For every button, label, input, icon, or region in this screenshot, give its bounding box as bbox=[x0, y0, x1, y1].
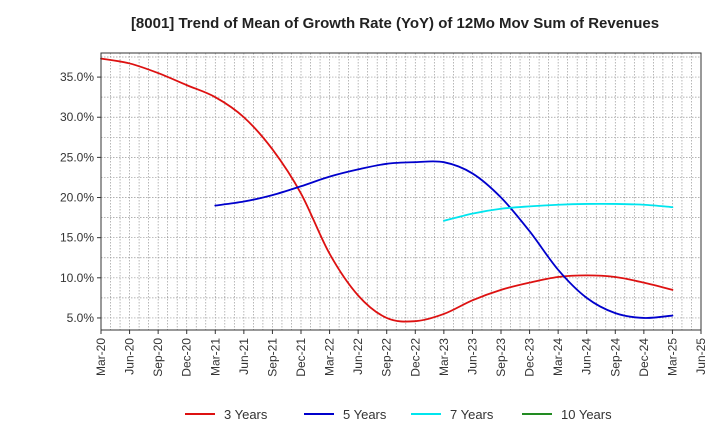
plot-frame bbox=[100, 52, 702, 331]
x-tick-label: Dec-24 bbox=[637, 338, 651, 377]
legend-label-10-years: 10 Years bbox=[561, 407, 612, 422]
x-tick-label: Mar-24 bbox=[551, 338, 565, 376]
y-tick-label: 5.0% bbox=[67, 311, 95, 325]
x-tick-label: Mar-20 bbox=[94, 338, 108, 376]
x-tick-label: Dec-22 bbox=[408, 338, 422, 377]
x-tick-label: Mar-25 bbox=[665, 338, 679, 376]
legend-label-7-years: 7 Years bbox=[450, 407, 494, 422]
x-tick-label: Sep-20 bbox=[151, 338, 165, 377]
axis-layer: 5.0% 10.0% 15.0% 20.0% 25.0% 30.0% 35.0% Mar-20… bbox=[60, 52, 708, 377]
y-tick-label: 20.0% bbox=[60, 191, 94, 205]
series-line-3-years bbox=[100, 57, 674, 323]
x-tick-label: Jun-24 bbox=[580, 338, 594, 375]
x-tick-label: Sep-23 bbox=[494, 338, 508, 377]
y-tick-label: 15.0% bbox=[60, 231, 94, 245]
x-tick-label: Dec-20 bbox=[180, 338, 194, 377]
plot-area bbox=[101, 53, 701, 330]
x-tick-label: Dec-23 bbox=[523, 338, 537, 377]
x-tick-label: Sep-21 bbox=[265, 338, 279, 377]
legend-label-3-years: 3 Years bbox=[224, 407, 268, 422]
legend: 3 Years 5 Years 7 Years 10 Years bbox=[185, 407, 612, 422]
series-line-7-years bbox=[442, 202, 674, 222]
y-tick-label: 25.0% bbox=[60, 150, 94, 164]
y-tick-label: 30.0% bbox=[60, 110, 94, 124]
x-tick-label: Sep-24 bbox=[608, 338, 622, 377]
x-tick-label: Jun-20 bbox=[123, 338, 137, 375]
grid-layer bbox=[100, 53, 702, 330]
x-tick-label: Jun-22 bbox=[351, 338, 365, 375]
chart-title: [8001] Trend of Mean of Growth Rate (YoY… bbox=[131, 15, 659, 32]
x-tick-label: Dec-21 bbox=[294, 338, 308, 377]
y-tick-label: 35.0% bbox=[60, 70, 94, 84]
x-tick-label: Mar-21 bbox=[208, 338, 222, 376]
x-tick-label: Jun-23 bbox=[465, 338, 479, 375]
legend-label-5-years: 5 Years bbox=[343, 407, 387, 422]
x-tick-label: Jun-25 bbox=[694, 338, 708, 375]
x-tick-label: Mar-22 bbox=[323, 338, 337, 376]
x-tick-label: Jun-21 bbox=[237, 338, 251, 375]
x-tick-label: Sep-22 bbox=[380, 338, 394, 377]
x-tick-label: Mar-23 bbox=[437, 338, 451, 376]
y-tick-label: 10.0% bbox=[60, 271, 94, 285]
series-line-5-years bbox=[214, 160, 674, 319]
series-layer bbox=[100, 57, 674, 323]
